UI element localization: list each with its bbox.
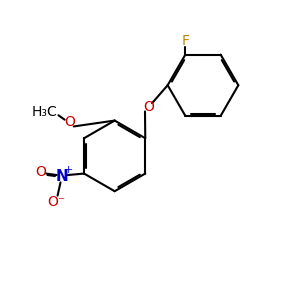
Text: H₃C: H₃C <box>32 105 57 119</box>
Text: N: N <box>56 169 68 184</box>
Text: +: + <box>64 165 73 175</box>
Text: F: F <box>181 34 189 48</box>
Text: O: O <box>64 115 75 129</box>
Text: O: O <box>35 165 46 179</box>
Text: O⁻: O⁻ <box>47 194 65 208</box>
Text: O: O <box>143 100 154 114</box>
